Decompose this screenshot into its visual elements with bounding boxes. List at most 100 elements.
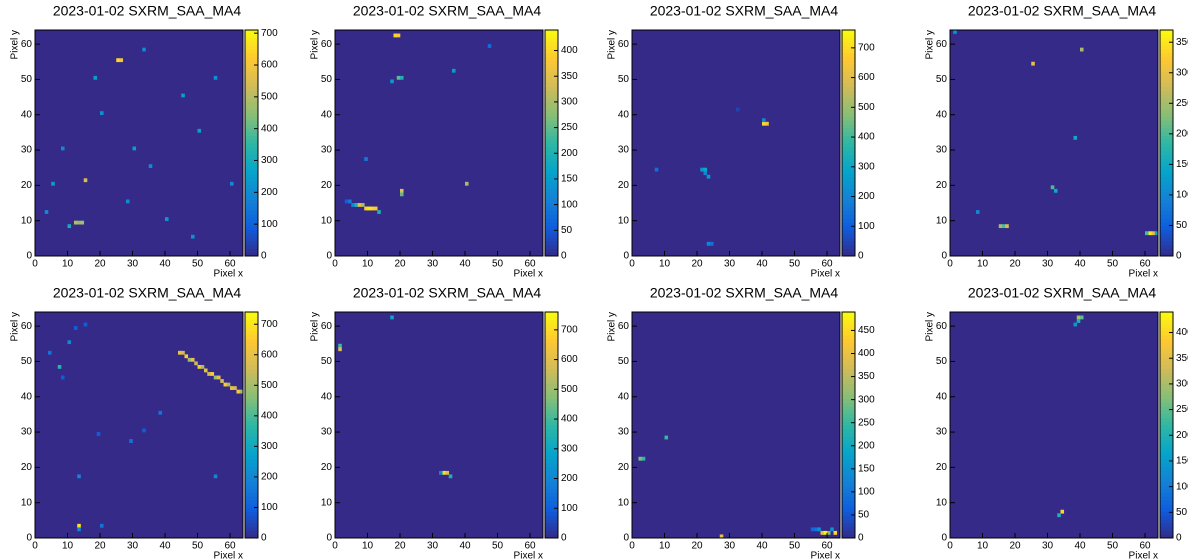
colorbar-segment	[545, 78, 558, 84]
chart-title: 2023-01-02 SXRM_SAA_MA4	[353, 3, 542, 19]
colorbar-tick-label: 300	[261, 441, 278, 452]
colorbar-segment	[1160, 116, 1173, 121]
colorbar-segment	[842, 30, 855, 35]
colorbar-segment	[545, 41, 558, 46]
colorbar-segment	[1160, 225, 1173, 231]
x-tick-label: 30	[427, 259, 439, 270]
colorbar-segment	[245, 481, 258, 486]
colorbar-tick-label: 700	[858, 42, 875, 53]
plot-background	[950, 312, 1158, 538]
colorbar-segment	[842, 176, 855, 182]
colorbar-segment	[842, 86, 855, 91]
x-tick-label: 10	[659, 259, 671, 270]
colorbar-segment	[1160, 489, 1173, 494]
colorbar-segment	[1160, 458, 1173, 464]
colorbar-segment	[842, 398, 855, 403]
colorbar-segment	[1160, 334, 1173, 339]
heat-cell	[200, 364, 205, 369]
colorbar-segment	[1160, 101, 1173, 106]
heat-cell	[348, 199, 352, 204]
heat-cell	[1076, 319, 1081, 323]
colorbar-segment	[1160, 428, 1173, 434]
y-tick-label: 10	[21, 215, 33, 226]
heat-cell	[442, 470, 446, 475]
colorbar-segment	[245, 372, 258, 377]
colorbar-segment	[245, 169, 258, 174]
x-axis-label: Pixel x	[811, 551, 840, 559]
x-tick-label: 40	[459, 541, 471, 552]
plot-background	[950, 30, 1158, 256]
y-tick-label: 30	[21, 427, 33, 438]
colorbar-segment	[245, 90, 258, 95]
chart-title: 2023-01-02 SXRM_SAA_MA4	[650, 3, 839, 19]
colorbar-segment	[545, 237, 558, 242]
x-tick-label: 20	[1009, 541, 1021, 552]
colorbar-segment	[245, 507, 258, 513]
colorbar-segment	[245, 30, 258, 35]
colorbar-segment	[1160, 37, 1173, 42]
heat-cell	[393, 33, 398, 38]
colorbar-segment	[245, 33, 258, 39]
colorbar-segment	[245, 173, 258, 178]
colorbar-tick-label: 700	[561, 324, 578, 335]
colorbar-segment	[842, 534, 855, 539]
heat-cell	[377, 210, 381, 214]
colorbar-segment	[842, 360, 855, 366]
x-tick-label: 60	[224, 541, 236, 552]
colorbar-segment	[545, 323, 558, 328]
colorbar-segment	[245, 244, 258, 249]
colorbar-segment	[245, 150, 258, 155]
colorbar-segment	[1160, 436, 1173, 441]
heat-cell	[126, 199, 130, 204]
heat-cell	[439, 470, 443, 475]
heat-cell	[1073, 135, 1078, 140]
colorbar-segment	[245, 466, 258, 471]
colorbar-segment	[245, 440, 258, 445]
colorbar-tick-label: 400	[261, 410, 278, 421]
colorbar-segment	[545, 391, 558, 396]
x-tick-label: 30	[127, 259, 139, 270]
colorbar-segment	[842, 504, 855, 509]
x-tick-label: 10	[977, 541, 989, 552]
colorbar-segment	[545, 225, 558, 231]
colorbar-segment	[245, 154, 258, 159]
heat-cell	[181, 93, 185, 98]
colorbar-segment	[1160, 522, 1173, 528]
colorbar-segment	[245, 139, 258, 144]
colorbar-segment	[245, 112, 258, 118]
heat-cell	[1057, 513, 1061, 518]
colorbar-segment	[245, 203, 258, 208]
colorbar-segment	[842, 353, 855, 358]
x-tick-label: 20	[94, 541, 106, 552]
colorbar-segment	[245, 195, 258, 200]
colorbar-tick-label: 200	[1176, 430, 1188, 441]
colorbar-tick-label: 400	[561, 45, 578, 56]
colorbar-segment	[545, 334, 558, 339]
heat-cell	[703, 171, 708, 176]
heat-cell	[827, 530, 831, 535]
colorbar-segment	[842, 379, 855, 385]
colorbar-segment	[245, 191, 258, 197]
x-tick-label: 40	[459, 259, 471, 270]
colorbar-segment	[1160, 319, 1173, 324]
colorbar-segment	[1160, 357, 1173, 362]
heat-cell	[116, 58, 120, 63]
heat-cell	[1145, 231, 1149, 236]
colorbar-segment	[1160, 470, 1173, 475]
heat-cell	[1054, 188, 1058, 193]
heat-cell	[223, 382, 228, 387]
x-tick-label: 40	[159, 259, 171, 270]
colorbar-segment	[245, 48, 258, 54]
x-axis-label: Pixel x	[514, 551, 543, 559]
colorbar-tick-label: 400	[261, 123, 278, 134]
colorbar-segment	[545, 477, 558, 482]
heat-cell	[814, 527, 818, 532]
colorbar-tick-label: 100	[261, 502, 278, 513]
colorbar-tick-label: 50	[1176, 220, 1188, 231]
colorbar-segment	[1160, 222, 1173, 227]
colorbar-segment	[842, 124, 855, 129]
colorbar-segment	[1160, 477, 1173, 482]
colorbar-segment	[245, 421, 258, 426]
colorbar-segment	[1160, 338, 1173, 343]
